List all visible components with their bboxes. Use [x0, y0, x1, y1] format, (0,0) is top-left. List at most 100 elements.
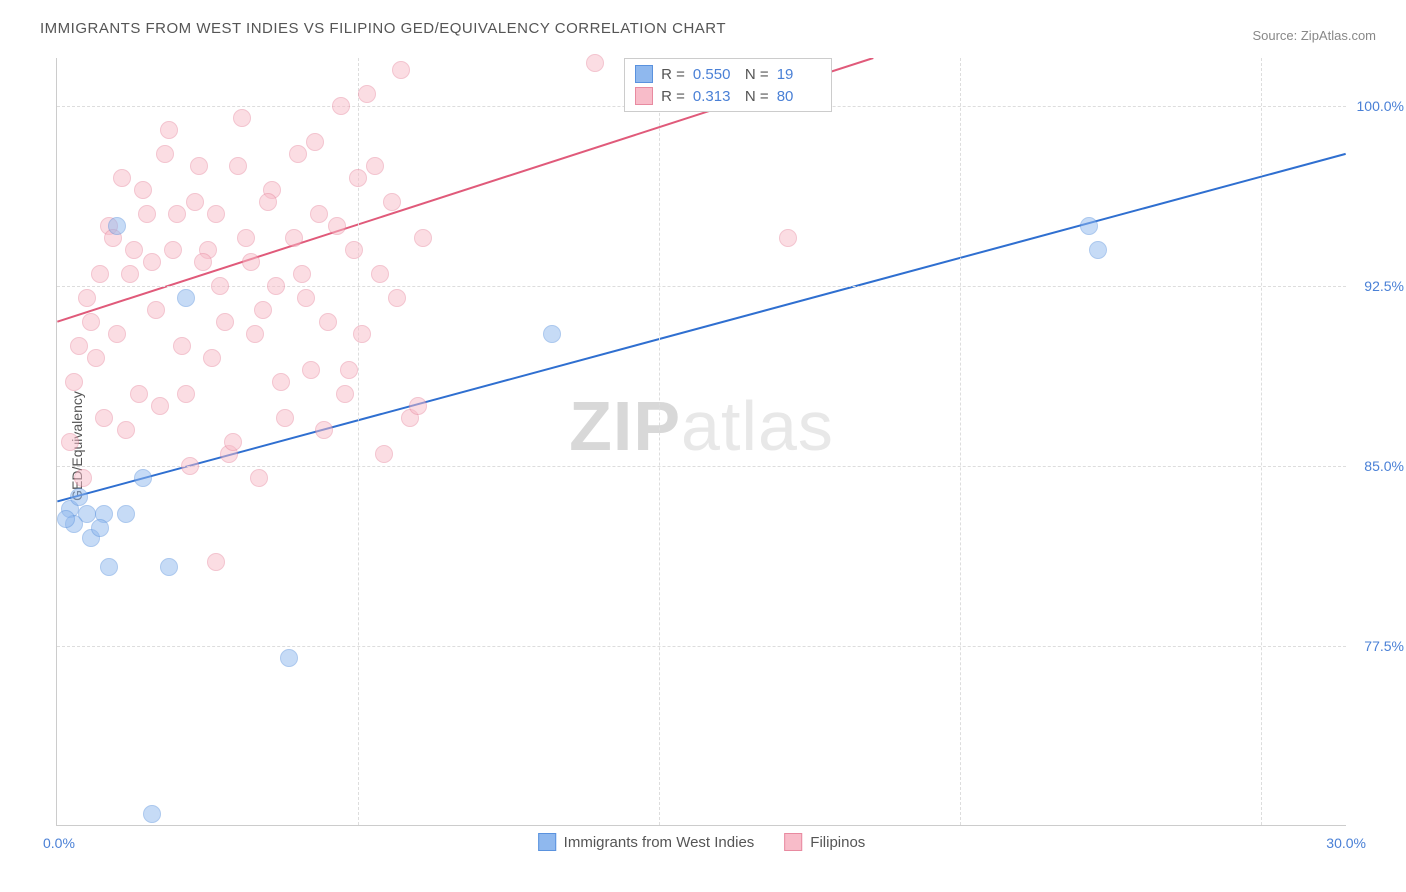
data-point [319, 313, 337, 331]
trend-lines-svg [57, 58, 1346, 825]
data-point [302, 361, 320, 379]
gridline-h [57, 286, 1346, 287]
data-point [177, 385, 195, 403]
data-point [121, 265, 139, 283]
data-point [375, 445, 393, 463]
data-point [216, 313, 234, 331]
y-tick-label: 77.5% [1354, 638, 1404, 654]
data-point [310, 205, 328, 223]
data-point [160, 121, 178, 139]
data-point [95, 409, 113, 427]
data-point [57, 510, 75, 528]
stats-swatch-series2 [635, 87, 653, 105]
data-point [358, 85, 376, 103]
data-point [113, 169, 131, 187]
watermark-atlas: atlas [681, 387, 834, 465]
data-point [143, 253, 161, 271]
gridline-v [659, 58, 660, 825]
stats-n-value-1: 19 [777, 66, 821, 83]
stats-n-label: N = [745, 66, 769, 83]
data-point [108, 325, 126, 343]
data-point [130, 385, 148, 403]
data-point [297, 289, 315, 307]
watermark: ZIPatlas [569, 386, 834, 466]
data-point [276, 409, 294, 427]
data-point [186, 193, 204, 211]
data-point [65, 373, 83, 391]
data-point [280, 649, 298, 667]
gridline-v [1261, 58, 1262, 825]
stats-legend-box: R = 0.550 N = 19 R = 0.313 N = 80 [624, 58, 832, 112]
data-point [349, 169, 367, 187]
data-point [392, 61, 410, 79]
x-axis-min-label: 0.0% [43, 835, 75, 851]
data-point [233, 109, 251, 127]
stats-n-value-2: 80 [777, 88, 821, 105]
bottom-legend: Immigrants from West Indies Filipinos [538, 833, 866, 851]
data-point [125, 241, 143, 259]
data-point [211, 277, 229, 295]
data-point [82, 313, 100, 331]
data-point [285, 229, 303, 247]
stats-r-label: R = [661, 88, 685, 105]
data-point [87, 349, 105, 367]
data-point [237, 229, 255, 247]
watermark-zip: ZIP [569, 387, 681, 465]
data-point [414, 229, 432, 247]
data-point [74, 469, 92, 487]
y-tick-label: 92.5% [1354, 278, 1404, 294]
gridline-v [960, 58, 961, 825]
stats-r-label: R = [661, 66, 685, 83]
data-point [254, 301, 272, 319]
data-point [272, 373, 290, 391]
data-point [246, 325, 264, 343]
data-point [177, 289, 195, 307]
data-point [156, 145, 174, 163]
data-point [224, 433, 242, 451]
data-point [340, 361, 358, 379]
stats-r-value-1: 0.550 [693, 66, 737, 83]
data-point [388, 289, 406, 307]
data-point [203, 349, 221, 367]
data-point [181, 457, 199, 475]
legend-item-2: Filipinos [784, 833, 865, 851]
data-point [173, 337, 191, 355]
legend-swatch-2 [784, 833, 802, 851]
data-point [91, 519, 109, 537]
data-point [207, 553, 225, 571]
data-point [293, 265, 311, 283]
stats-n-label: N = [745, 88, 769, 105]
data-point [143, 805, 161, 823]
data-point [190, 157, 208, 175]
data-point [117, 505, 135, 523]
gridline-h [57, 646, 1346, 647]
data-point [383, 193, 401, 211]
data-point [70, 337, 88, 355]
data-point [543, 325, 561, 343]
data-point [108, 217, 126, 235]
data-point [250, 469, 268, 487]
stats-row-series1: R = 0.550 N = 19 [635, 63, 821, 85]
gridline-h [57, 466, 1346, 467]
data-point [229, 157, 247, 175]
data-point [267, 277, 285, 295]
data-point [371, 265, 389, 283]
data-point [151, 397, 169, 415]
data-point [259, 193, 277, 211]
data-point [242, 253, 260, 271]
data-point [134, 181, 152, 199]
data-point [194, 253, 212, 271]
chart-plot-area: ZIPatlas 77.5%85.0%92.5%100.0% R = 0.550… [56, 58, 1346, 826]
data-point [306, 133, 324, 151]
x-axis-max-label: 30.0% [1326, 835, 1366, 851]
data-point [779, 229, 797, 247]
data-point [328, 217, 346, 235]
stats-r-value-2: 0.313 [693, 88, 737, 105]
data-point [207, 205, 225, 223]
data-point [61, 433, 79, 451]
data-point [345, 241, 363, 259]
y-tick-label: 85.0% [1354, 458, 1404, 474]
data-point [315, 421, 333, 439]
data-point [160, 558, 178, 576]
data-point [332, 97, 350, 115]
